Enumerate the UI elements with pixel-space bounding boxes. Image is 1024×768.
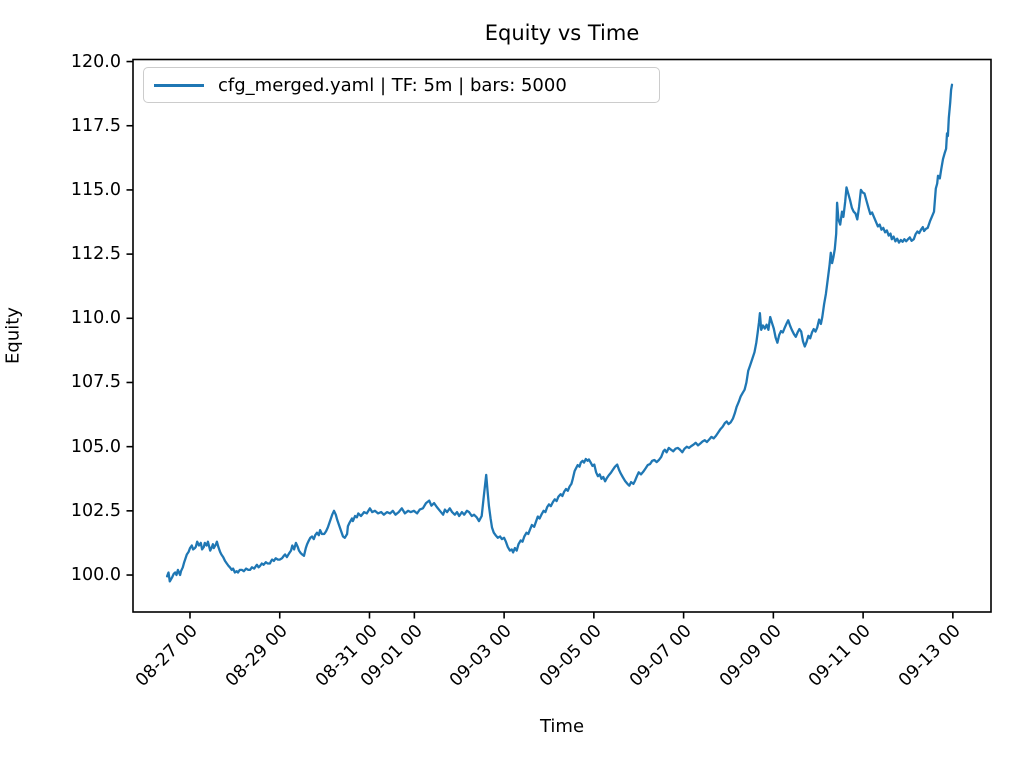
axes-spines [132, 58, 992, 613]
legend-line-sample-icon [154, 83, 204, 87]
y-tick-label: 110.0 [70, 308, 121, 329]
y-tick-label: 120.0 [70, 51, 121, 72]
y-axis-label: Equity [2, 307, 24, 364]
y-tick-label: 112.5 [70, 244, 121, 265]
y-tick-label: 102.5 [70, 500, 121, 521]
y-tick-label: 105.0 [70, 436, 121, 457]
x-axis-label: Time [539, 716, 585, 737]
y-tick-label: 117.5 [70, 115, 121, 136]
chart-title: Equity vs Time [484, 21, 640, 45]
legend: cfg_merged.yaml | TF: 5m | bars: 5000 [143, 67, 660, 103]
y-tick-label: 100.0 [70, 565, 121, 586]
equity-line [165, 83, 954, 583]
legend-label: cfg_merged.yaml | TF: 5m | bars: 5000 [218, 74, 567, 96]
y-tick-label: 107.5 [70, 372, 121, 393]
y-tick-label: 115.0 [70, 179, 121, 200]
